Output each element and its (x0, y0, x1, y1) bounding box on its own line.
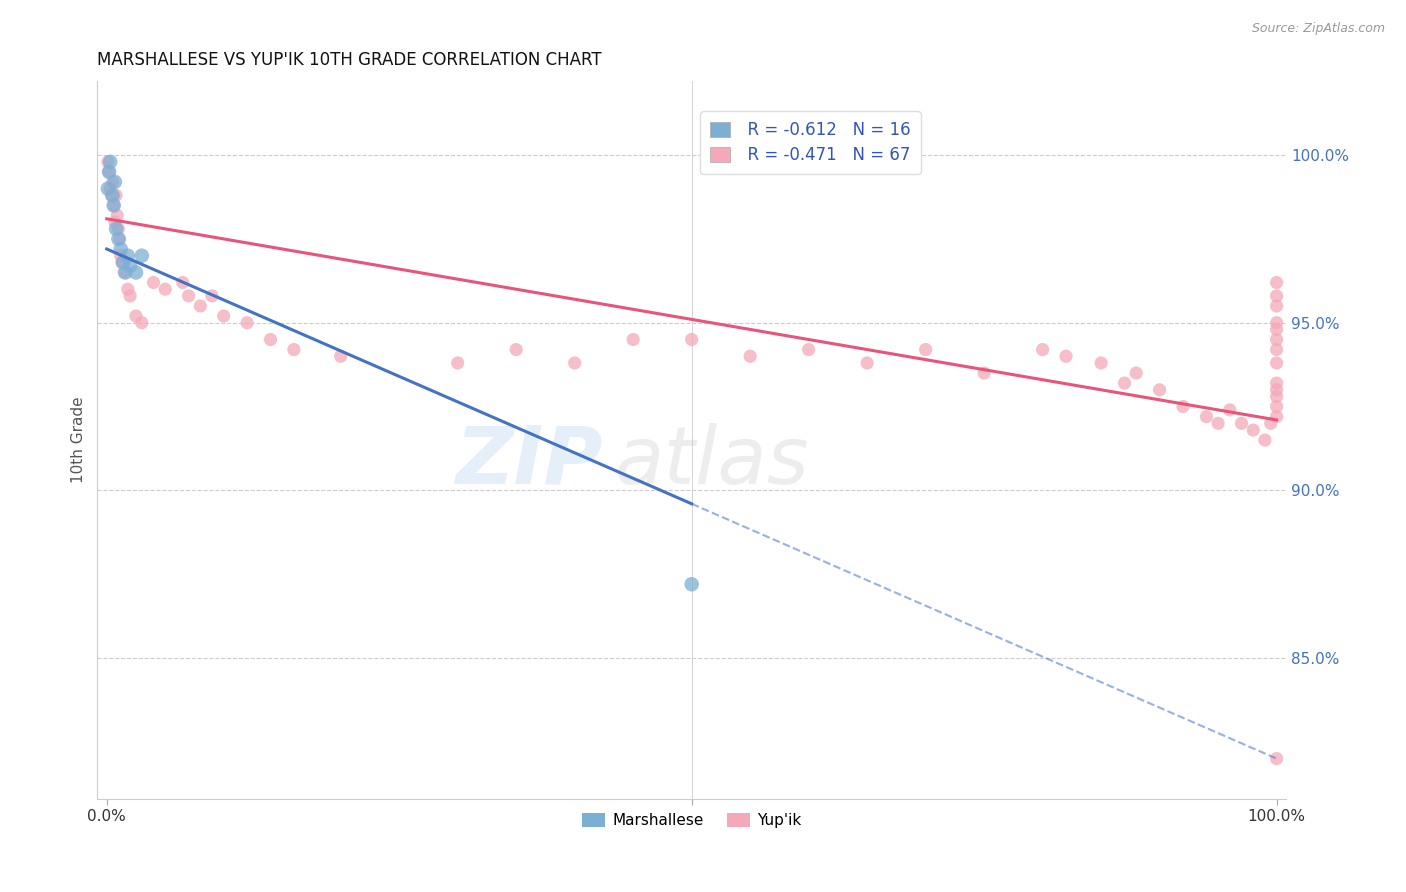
Point (1054, 349, 1077, 363)
Point (1265, 383, 1288, 397)
Text: Source: ZipAtlas.com: Source: ZipAtlas.com (1251, 22, 1385, 36)
Point (1265, 409, 1288, 424)
Point (107, 232, 129, 246)
Point (797, 343, 820, 357)
Point (103, 198, 125, 212)
Point (329, 349, 352, 363)
Text: ZIP: ZIP (456, 423, 603, 500)
Point (1260, 417, 1282, 431)
Point (505, 343, 527, 357)
Point (236, 316, 259, 330)
Point (120, 259, 142, 273)
Point (1265, 316, 1288, 330)
Point (125, 265, 148, 279)
Point (110, 249, 132, 263)
Point (103, 198, 125, 212)
Point (201, 289, 224, 303)
Point (101, 188, 124, 202)
Point (1265, 333, 1288, 347)
Point (212, 309, 235, 323)
Point (153, 282, 176, 296)
Point (1265, 390, 1288, 404)
Point (1195, 409, 1218, 424)
Point (283, 343, 305, 357)
Y-axis label: 10th Grade: 10th Grade (72, 397, 86, 483)
Point (97, 181, 120, 195)
Point (259, 333, 281, 347)
Point (104, 175, 127, 189)
Text: MARSHALLESE VS YUP'IK 10TH GRADE CORRELATION CHART: MARSHALLESE VS YUP'IK 10TH GRADE CORRELA… (97, 51, 602, 69)
Point (1171, 400, 1194, 414)
Point (188, 299, 211, 313)
Point (125, 309, 148, 323)
Point (105, 209, 128, 223)
Point (108, 232, 131, 246)
Point (110, 242, 132, 256)
Point (1149, 383, 1171, 397)
Point (1265, 289, 1288, 303)
Point (1230, 417, 1253, 431)
Point (97, 154, 120, 169)
Point (177, 289, 200, 303)
Point (973, 366, 995, 380)
Legend: Marshallese, Yup'ik: Marshallese, Yup'ik (575, 807, 807, 834)
Point (1265, 276, 1288, 290)
Point (564, 356, 586, 370)
Point (105, 188, 128, 202)
Text: atlas: atlas (614, 423, 808, 500)
Point (1265, 343, 1288, 357)
Point (447, 356, 470, 370)
Point (131, 249, 153, 263)
Point (1265, 400, 1288, 414)
Point (1265, 376, 1288, 390)
Point (1241, 423, 1264, 437)
Point (172, 276, 194, 290)
Point (98, 154, 121, 169)
Point (98, 165, 121, 179)
Point (1254, 433, 1277, 447)
Point (1125, 366, 1147, 380)
Point (111, 255, 134, 269)
Point (1090, 356, 1112, 370)
Point (98, 181, 121, 195)
Point (681, 577, 703, 591)
Point (131, 316, 153, 330)
Point (117, 282, 139, 296)
Point (1114, 376, 1136, 390)
Point (1265, 356, 1288, 370)
Point (107, 222, 129, 236)
Point (100, 188, 122, 202)
Point (914, 343, 936, 357)
Point (1265, 299, 1288, 313)
Point (105, 222, 128, 236)
Point (117, 249, 139, 263)
Point (1219, 403, 1241, 417)
Point (681, 333, 703, 347)
Point (1265, 751, 1288, 765)
Point (1032, 343, 1054, 357)
Point (112, 255, 135, 269)
Point (740, 349, 762, 363)
Point (104, 215, 127, 229)
Point (1265, 322, 1288, 336)
Point (621, 333, 644, 347)
Point (1206, 417, 1229, 431)
Point (856, 356, 879, 370)
Point (142, 276, 165, 290)
Point (98, 165, 121, 179)
Point (112, 265, 135, 279)
Point (114, 265, 136, 279)
Point (101, 175, 124, 189)
Point (120, 289, 142, 303)
